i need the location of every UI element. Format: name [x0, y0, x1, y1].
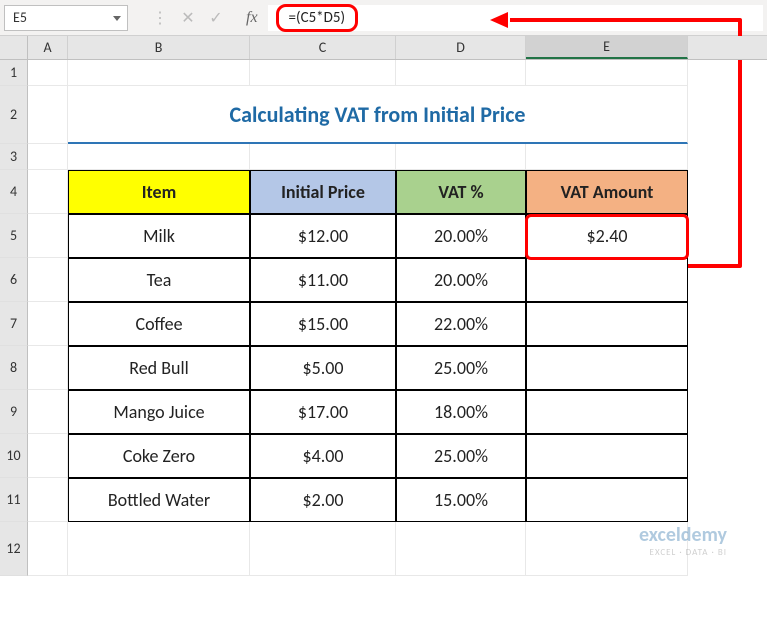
cell-price[interactable]: $4.00 — [250, 434, 396, 478]
cancel-icon[interactable]: ✕ — [174, 5, 202, 31]
cell[interactable] — [28, 478, 68, 522]
cell-vatpct[interactable]: 20.00% — [396, 258, 526, 302]
row-header[interactable]: 4 — [0, 170, 28, 214]
cell[interactable] — [28, 144, 68, 170]
column-headers: A B C D E — [28, 36, 767, 60]
cell-price[interactable]: $17.00 — [250, 390, 396, 434]
enter-icon[interactable]: ✓ — [202, 5, 230, 31]
cell-vatamt[interactable] — [526, 478, 688, 522]
row-header[interactable]: 3 — [0, 144, 28, 170]
cell-vatamt[interactable] — [526, 302, 688, 346]
cell[interactable] — [68, 60, 250, 86]
row-header[interactable]: 9 — [0, 390, 28, 434]
cells: Calculating VAT from Initial Price Item … — [28, 60, 767, 576]
cell-vatamt[interactable] — [526, 434, 688, 478]
cell[interactable] — [396, 522, 526, 576]
col-header[interactable]: C — [250, 36, 396, 59]
name-box-value: E5 — [13, 9, 27, 26]
cell-vatamt[interactable] — [526, 346, 688, 390]
row-header[interactable]: 11 — [0, 478, 28, 522]
cell-item[interactable]: Mango Juice — [68, 390, 250, 434]
cell-item[interactable]: Red Bull — [68, 346, 250, 390]
row-header[interactable]: 1 — [0, 60, 28, 86]
header-item[interactable]: Item — [68, 170, 250, 214]
col-header[interactable]: B — [68, 36, 250, 59]
cell[interactable] — [28, 214, 68, 258]
cell-price[interactable]: $12.00 — [250, 214, 396, 258]
cell[interactable] — [28, 60, 68, 86]
cell[interactable] — [28, 522, 68, 576]
cell-price[interactable]: $2.00 — [250, 478, 396, 522]
cell-item[interactable]: Bottled Water — [68, 478, 250, 522]
cell-vatamt[interactable] — [526, 390, 688, 434]
cell[interactable] — [526, 60, 688, 86]
name-box[interactable]: E5 — [4, 5, 128, 31]
cell-price[interactable]: $15.00 — [250, 302, 396, 346]
cell[interactable] — [250, 522, 396, 576]
cell-price[interactable]: $5.00 — [250, 346, 396, 390]
cell-vatpct[interactable]: 15.00% — [396, 478, 526, 522]
sheet-title[interactable]: Calculating VAT from Initial Price — [68, 86, 688, 144]
spreadsheet: 1 2 3 4 5 6 7 8 9 10 11 12 A B C D E — [0, 36, 767, 576]
row-header[interactable]: 12 — [0, 522, 28, 576]
cell[interactable] — [28, 302, 68, 346]
formula-input[interactable]: =(C5*D5) — [268, 5, 763, 31]
cell[interactable] — [28, 390, 68, 434]
grid-area: A B C D E Calculating VAT from Initial P… — [28, 36, 767, 576]
cell[interactable] — [250, 144, 396, 170]
cell[interactable] — [396, 144, 526, 170]
cell[interactable] — [28, 434, 68, 478]
chevron-down-icon[interactable] — [113, 16, 121, 21]
cell[interactable] — [396, 60, 526, 86]
cell-vatamt[interactable]: $2.40 — [526, 214, 688, 258]
row-header[interactable]: 5 — [0, 214, 28, 258]
header-vat-pct[interactable]: VAT % — [396, 170, 526, 214]
row-headers: 1 2 3 4 5 6 7 8 9 10 11 12 — [0, 36, 28, 576]
cell[interactable] — [250, 60, 396, 86]
header-price[interactable]: Initial Price — [250, 170, 396, 214]
header-vat-amount[interactable]: VAT Amount — [526, 170, 688, 214]
cell-item[interactable]: Tea — [68, 258, 250, 302]
col-header[interactable]: A — [28, 36, 68, 59]
cell[interactable] — [28, 346, 68, 390]
cell[interactable] — [68, 522, 250, 576]
cell[interactable] — [526, 144, 688, 170]
cell-vatamt[interactable] — [526, 258, 688, 302]
dots-icon[interactable]: ⋮ — [146, 5, 174, 31]
cell[interactable] — [28, 86, 68, 144]
cell-price[interactable]: $11.00 — [250, 258, 396, 302]
cell[interactable] — [28, 258, 68, 302]
row-header[interactable]: 7 — [0, 302, 28, 346]
row-header[interactable]: 6 — [0, 258, 28, 302]
cell-vatpct[interactable]: 20.00% — [396, 214, 526, 258]
row-header[interactable]: 8 — [0, 346, 28, 390]
cell-vatpct[interactable]: 22.00% — [396, 302, 526, 346]
watermark: exceldemy EXCEL · DATA · BI — [639, 523, 727, 558]
formula-buttons: ⋮ ✕ ✓ — [146, 5, 230, 31]
cell-item[interactable]: Coke Zero — [68, 434, 250, 478]
select-all-corner[interactable] — [0, 36, 28, 60]
cell[interactable] — [68, 144, 250, 170]
fx-label[interactable]: fx — [246, 9, 258, 27]
watermark-name: exceldemy — [639, 523, 727, 547]
watermark-tagline: EXCEL · DATA · BI — [639, 547, 727, 558]
cell-vatpct[interactable]: 25.00% — [396, 434, 526, 478]
cell-item[interactable]: Coffee — [68, 302, 250, 346]
col-header[interactable]: D — [396, 36, 526, 59]
cell-vatpct[interactable]: 18.00% — [396, 390, 526, 434]
row-header[interactable]: 10 — [0, 434, 28, 478]
cell[interactable] — [28, 170, 68, 214]
cell-vatpct[interactable]: 25.00% — [396, 346, 526, 390]
row-header[interactable]: 2 — [0, 86, 28, 144]
cell-item[interactable]: Milk — [68, 214, 250, 258]
formula-bar-row: E5 ⋮ ✕ ✓ fx =(C5*D5) — [0, 0, 767, 36]
formula-text: =(C5*D5) — [276, 4, 358, 32]
col-header[interactable]: E — [526, 36, 688, 59]
